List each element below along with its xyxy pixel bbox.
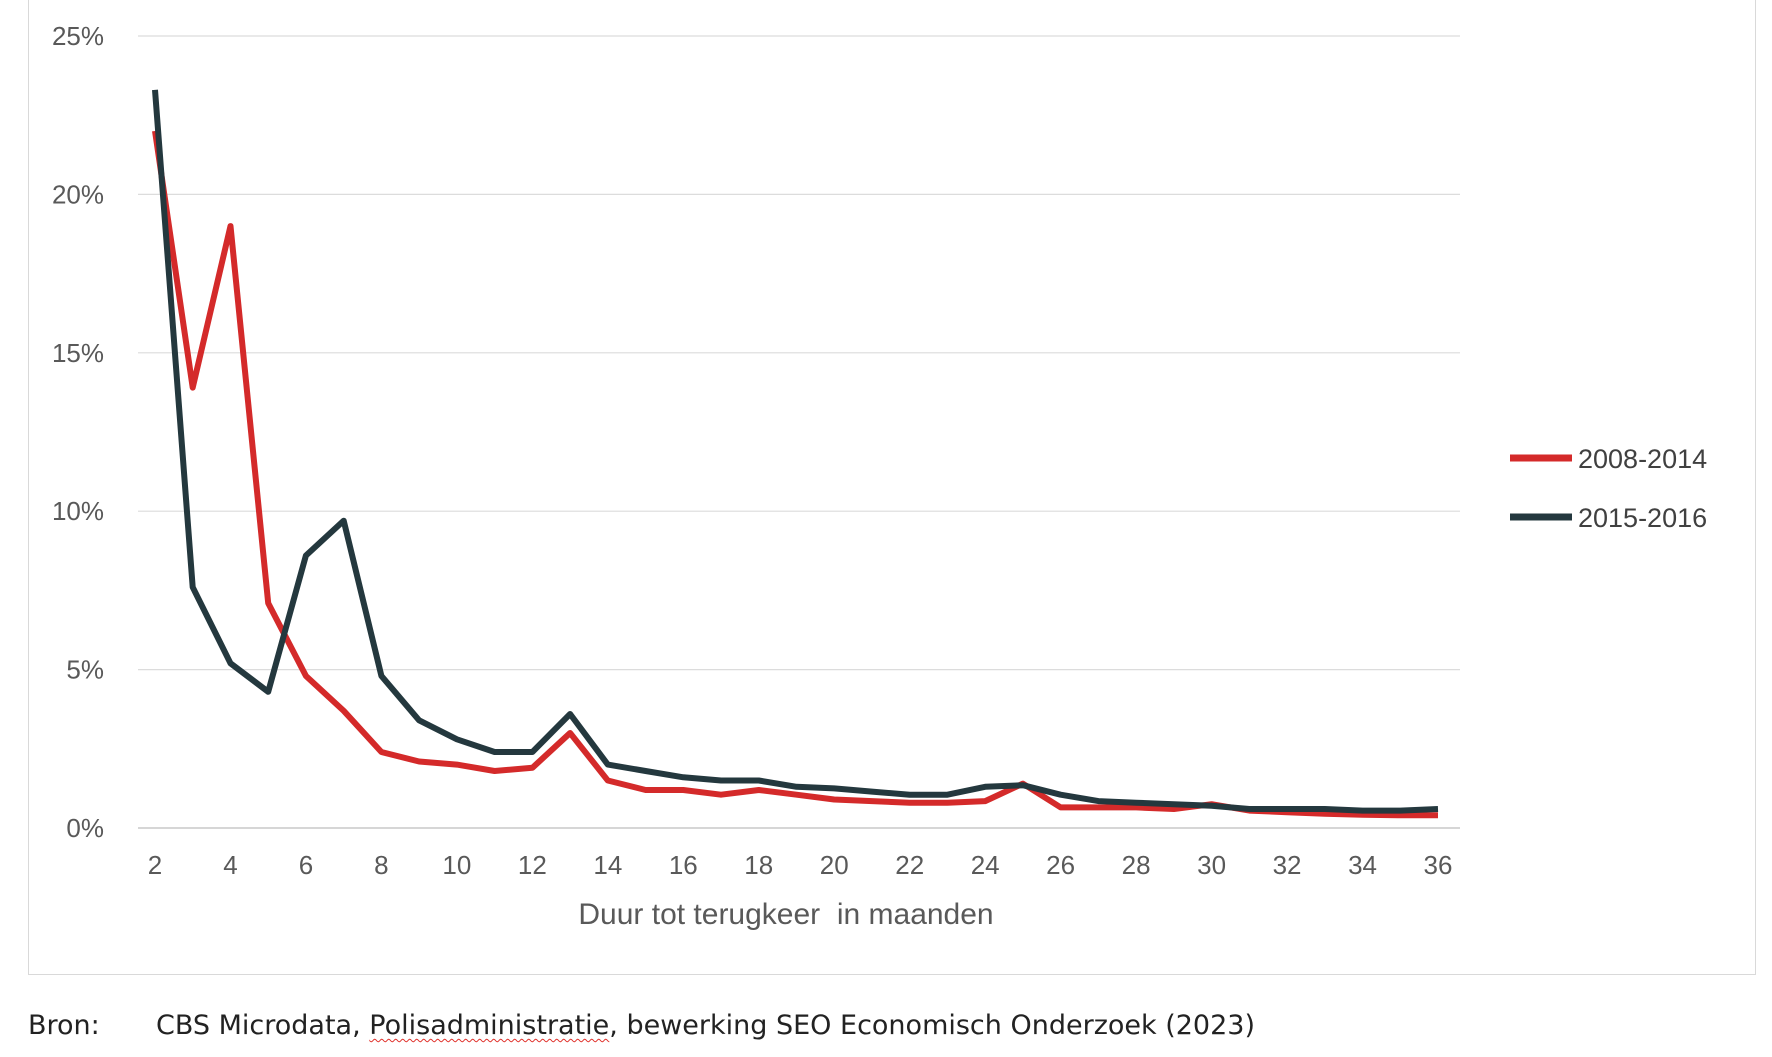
x-tick-label: 28 bbox=[1122, 850, 1151, 880]
x-tick-label: 20 bbox=[820, 850, 849, 880]
x-tick-label: 24 bbox=[971, 850, 1000, 880]
x-tick-label: 22 bbox=[895, 850, 924, 880]
x-tick-label: 2 bbox=[148, 850, 162, 880]
line-chart: 0%5%10%15%20%25% 2 4 6 8 10 12 14 16 18 20 22 24 26 2… bbox=[52, 21, 1707, 931]
y-tick-label: 25% bbox=[52, 21, 104, 51]
x-tick-label: 34 bbox=[1348, 850, 1377, 880]
legend-label-2008-2014: 2008-2014 bbox=[1578, 444, 1707, 474]
series-line-2008-2014 bbox=[152, 130, 1438, 819]
gridlines bbox=[138, 35, 1460, 829]
y-tick-label: 20% bbox=[52, 179, 104, 209]
source-label: Bron: bbox=[28, 1010, 100, 1041]
source-text-spellcheck-word: Polisadministratie bbox=[369, 1010, 610, 1041]
source-text-start: CBS Microdata, bbox=[156, 1010, 370, 1041]
x-tick-label: 16 bbox=[669, 850, 698, 880]
x-tick-label: 14 bbox=[593, 850, 622, 880]
y-tick-label: 0% bbox=[66, 813, 104, 843]
x-tick-label: 10 bbox=[442, 850, 471, 880]
y-tick-label: 10% bbox=[52, 496, 104, 526]
source-text-end: , bewerking SEO Economisch Onderzoek (20… bbox=[609, 1010, 1255, 1041]
x-tick-label: 18 bbox=[744, 850, 773, 880]
chart-frame bbox=[28, 0, 1756, 975]
x-tick-label: 30 bbox=[1197, 850, 1226, 880]
x-tick-label: 6 bbox=[299, 850, 313, 880]
source-note: Bron: CBS Microdata, Polisadministratie, … bbox=[28, 1010, 1255, 1041]
x-tick-label: 8 bbox=[374, 850, 388, 880]
y-axis-tick-labels: 0% 5% 10% 15% 20% 25% bbox=[52, 21, 104, 843]
x-tick-label: 32 bbox=[1273, 850, 1302, 880]
y-tick-label: 15% bbox=[52, 338, 104, 368]
x-tick-label: 4 bbox=[223, 850, 237, 880]
x-tick-label: 26 bbox=[1046, 850, 1075, 880]
series-line-2015-2016 bbox=[152, 89, 1439, 814]
x-tick-label: 12 bbox=[518, 850, 547, 880]
y-tick-label: 5% bbox=[66, 655, 104, 685]
series-lines bbox=[152, 89, 1439, 819]
x-axis-title: Duur tot terugkeer in maanden bbox=[578, 898, 993, 931]
legend-label-2015-2016: 2015-2016 bbox=[1578, 503, 1707, 533]
x-tick-label: 36 bbox=[1424, 850, 1453, 880]
source-text: CBS Microdata, Polisadministratie, bewer… bbox=[156, 1010, 1255, 1041]
legend: 2008-2014 2015-2016 bbox=[1510, 444, 1707, 533]
x-axis-tick-labels: 2 4 6 8 10 12 14 16 18 20 22 24 26 28 30 32 34 36 bbox=[148, 850, 1453, 880]
